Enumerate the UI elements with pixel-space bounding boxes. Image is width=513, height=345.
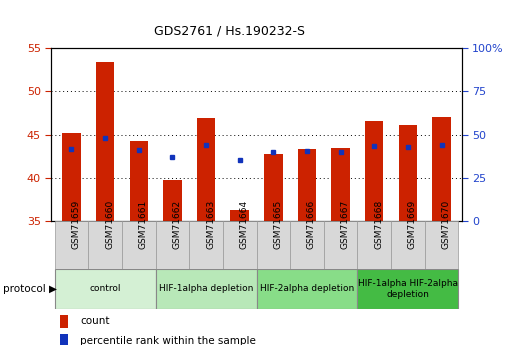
Text: GSM71667: GSM71667 — [341, 200, 349, 249]
Bar — [290, 221, 324, 269]
Text: GSM71669: GSM71669 — [408, 200, 417, 249]
Bar — [129, 141, 148, 221]
Bar — [264, 155, 283, 221]
Text: GSM71665: GSM71665 — [273, 200, 282, 249]
Bar — [324, 221, 358, 269]
Bar — [197, 118, 215, 221]
Text: protocol ▶: protocol ▶ — [3, 284, 56, 294]
Text: count: count — [80, 316, 110, 326]
Text: HIF-1alpha HIF-2alpha
depletion: HIF-1alpha HIF-2alpha depletion — [358, 279, 458, 299]
Bar — [223, 221, 256, 269]
Bar — [391, 221, 425, 269]
Bar — [163, 180, 182, 221]
Bar — [358, 221, 391, 269]
Text: GSM71661: GSM71661 — [139, 200, 148, 249]
Text: control: control — [89, 284, 121, 294]
Bar — [155, 269, 256, 309]
Bar — [358, 269, 458, 309]
Text: HIF-2alpha depletion: HIF-2alpha depletion — [260, 284, 354, 294]
Bar — [399, 125, 417, 221]
Text: GSM71659: GSM71659 — [71, 200, 81, 249]
Text: percentile rank within the sample: percentile rank within the sample — [80, 336, 256, 345]
Bar — [60, 315, 68, 328]
Text: GSM71670: GSM71670 — [442, 200, 450, 249]
Bar — [432, 117, 451, 221]
Bar — [155, 221, 189, 269]
Bar — [425, 221, 458, 269]
Text: GSM71668: GSM71668 — [374, 200, 383, 249]
Text: HIF-1alpha depletion: HIF-1alpha depletion — [159, 284, 253, 294]
Bar — [55, 269, 155, 309]
Bar — [256, 221, 290, 269]
Bar — [62, 133, 81, 221]
Text: GSM71664: GSM71664 — [240, 200, 249, 249]
Bar — [122, 221, 155, 269]
Bar — [298, 149, 316, 221]
Bar — [331, 148, 350, 221]
Bar — [55, 221, 88, 269]
Bar — [96, 62, 114, 221]
Bar — [256, 269, 358, 309]
Text: GSM71666: GSM71666 — [307, 200, 316, 249]
Text: GSM71660: GSM71660 — [105, 200, 114, 249]
Bar — [60, 334, 68, 345]
Bar — [189, 221, 223, 269]
Text: GSM71662: GSM71662 — [172, 200, 182, 249]
Bar — [365, 121, 384, 221]
Bar — [88, 221, 122, 269]
Text: GSM71663: GSM71663 — [206, 200, 215, 249]
Bar — [230, 210, 249, 221]
Text: GDS2761 / Hs.190232-S: GDS2761 / Hs.190232-S — [154, 24, 305, 37]
